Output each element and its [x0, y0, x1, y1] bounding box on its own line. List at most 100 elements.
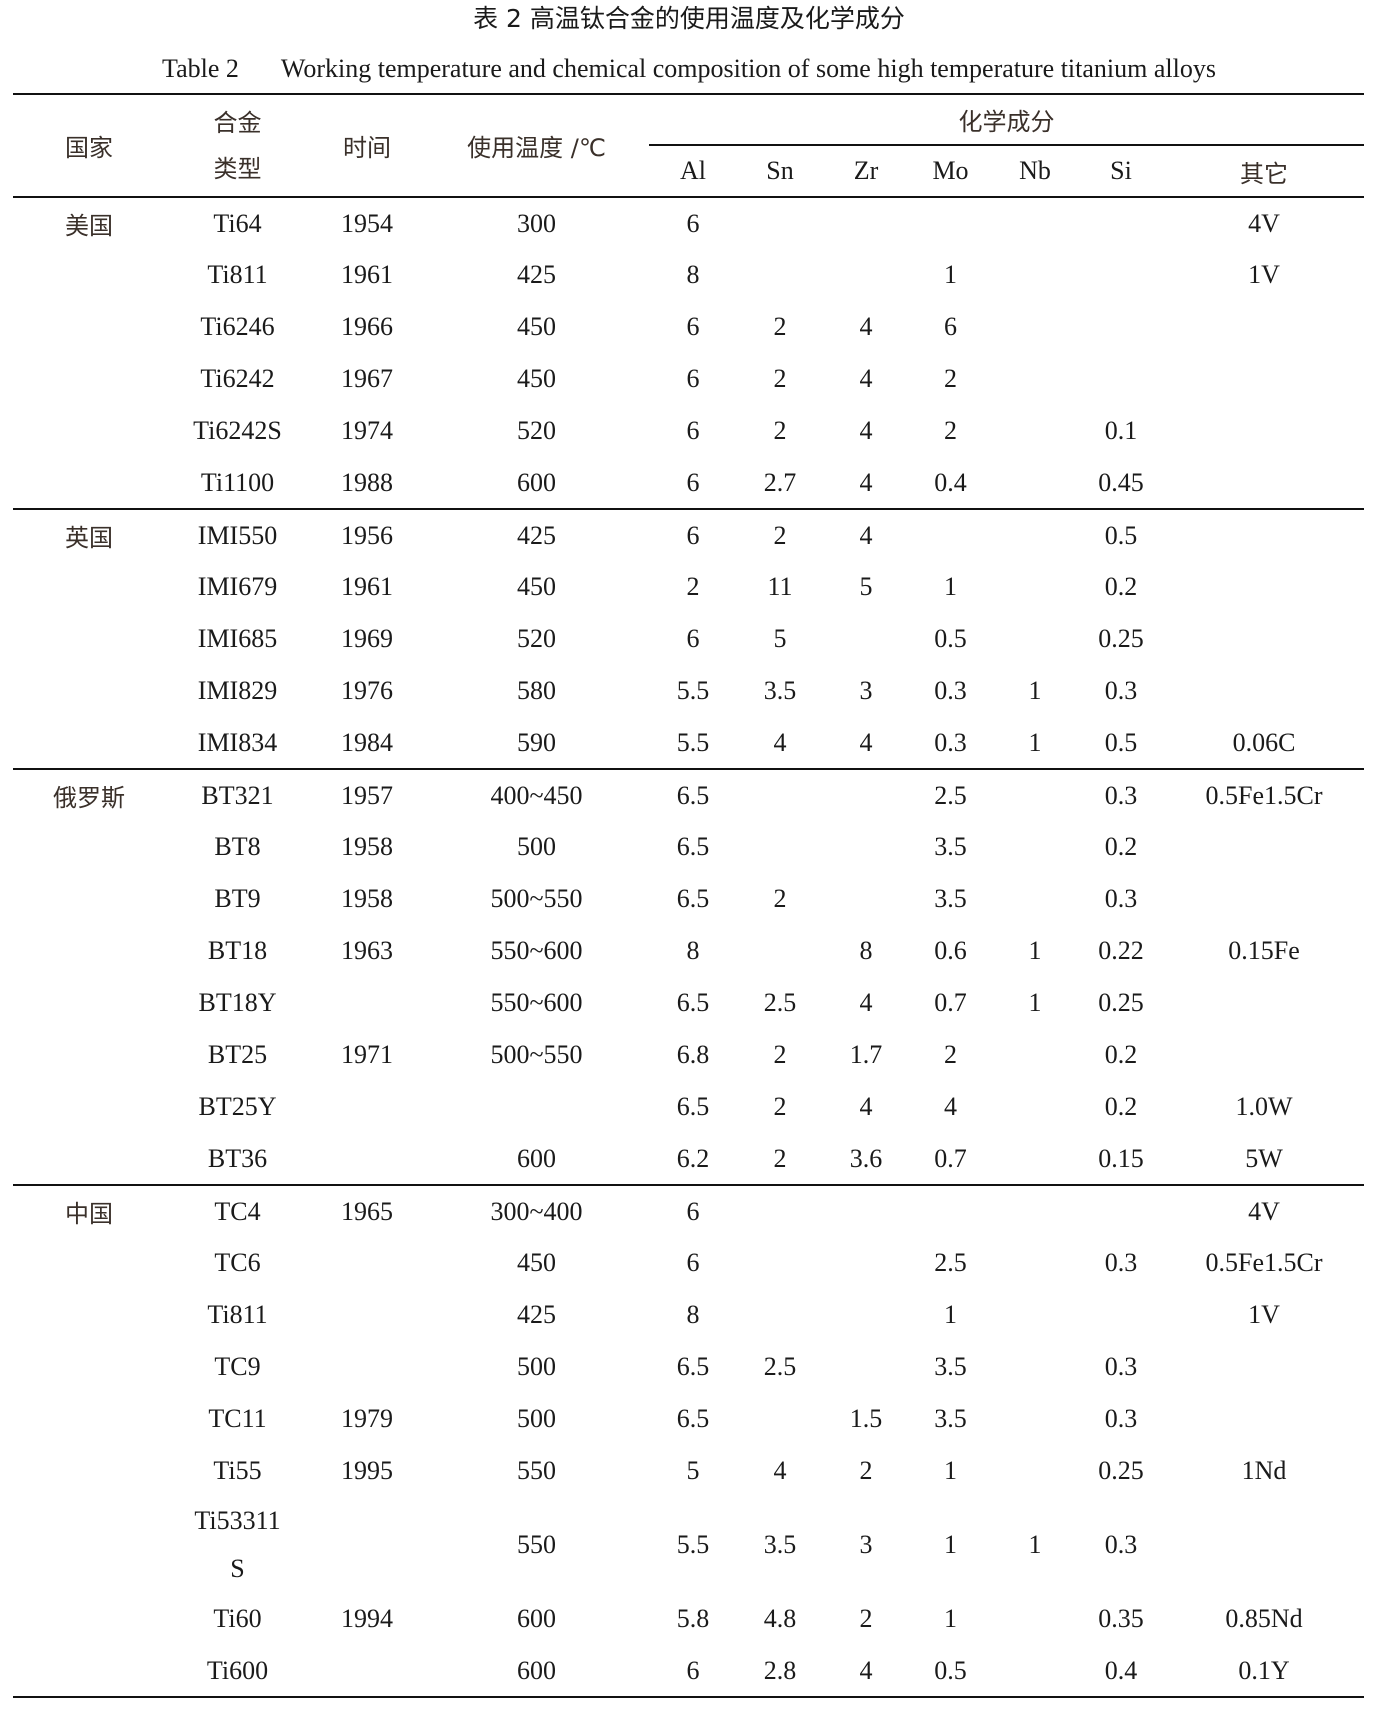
cell-time: 1958 [341, 832, 393, 861]
cell-mo: 2 [944, 1040, 957, 1069]
cell-alloy-type: Ti1100 [165, 457, 310, 509]
cell-temperature: 600 [517, 467, 556, 497]
cell-alloy-type: BT18Y [165, 977, 310, 1029]
alloy-name: IMI679 [197, 572, 278, 601]
cell-zr [823, 768, 909, 821]
table-body: 美国 Ti64 1954 300 6 4V Ti811 1961 425 8 1 1V Ti6246 19… [13, 196, 1365, 1698]
cell-si: 0.2 [1104, 1040, 1138, 1069]
cell-temperature [424, 1081, 649, 1133]
cell-si: 0.2 [1104, 832, 1138, 861]
cell-nb [992, 1133, 1078, 1185]
cell-other: 1.0W [1235, 1092, 1293, 1121]
cell-si: 0.15 [1098, 1143, 1144, 1173]
cell-mo: 1 [944, 1456, 957, 1485]
cell-nb [992, 1341, 1078, 1393]
cell-sn [737, 249, 823, 301]
table-row: BT9 1958 500~550 6.5 2 3.5 0.3 [13, 873, 1364, 925]
cell-si [1078, 1184, 1164, 1237]
header-time: 时间 [343, 134, 391, 162]
cell-country [13, 1593, 165, 1645]
cell-mo: 0.7 [934, 988, 967, 1017]
cell-alloy-type: TC6 [165, 1237, 310, 1289]
cell-temperature: 550 [517, 1530, 556, 1559]
cell-mo: 2 [944, 416, 957, 445]
cell-alloy-type: Ti55 [165, 1445, 310, 1497]
header-alloy-type-line1: 合金 [213, 108, 262, 137]
cell-other: 1V [1248, 1300, 1280, 1329]
cell-other [1164, 1497, 1364, 1593]
cell-temperature: 600 [517, 1143, 556, 1173]
cell-si: 0.1 [1104, 416, 1138, 445]
cell-time: 1984 [341, 727, 393, 757]
cell-alloy-type: Ti60 [165, 1593, 310, 1645]
cell-alloy-type: Ti811 [165, 249, 310, 301]
cell-time [310, 1289, 424, 1341]
cell-sn: 4 [773, 727, 787, 757]
cell-sn [737, 196, 823, 249]
cell-time: 1969 [341, 624, 393, 653]
cell-other: 1Nd [1241, 1456, 1287, 1485]
table-row: BT36 600 6.2 2 3.6 0.7 0.15 5W [13, 1133, 1364, 1185]
alloy-name: BT25Y [198, 1092, 277, 1121]
cell-temperature: 500 [517, 1404, 556, 1433]
cell-sn: 4.8 [763, 1604, 797, 1633]
cell-sn: 2 [773, 364, 787, 393]
cell-sn: 2 [773, 1040, 787, 1069]
cell-al: 6.5 [676, 884, 710, 913]
cell-alloy-type: Ti64 [165, 196, 310, 249]
cell-nb [992, 561, 1078, 613]
cell-al: 6 [649, 196, 737, 249]
table-row: TC9 500 6.5 2.5 3.5 0.3 [13, 1341, 1364, 1393]
cell-zr [823, 873, 909, 925]
cell-zr: 4 [859, 467, 873, 497]
cell-temperature: 500~550 [490, 1040, 583, 1069]
cell-country [13, 353, 165, 405]
cell-nb [992, 249, 1078, 301]
cell-time: 1988 [341, 467, 393, 497]
cell-country [13, 977, 165, 1029]
cell-al: 6.5 [676, 832, 710, 861]
cell-zr [823, 1184, 909, 1237]
cell-nb: 1 [1028, 727, 1042, 757]
header-country: 国家 [65, 134, 113, 162]
cell-alloy-type: Ti811 [165, 1289, 310, 1341]
cell-country [13, 665, 165, 717]
cell-zr: 4 [859, 988, 873, 1017]
cell-time: 1976 [341, 676, 393, 705]
cell-sn [737, 821, 823, 873]
cell-mo: 2 [944, 364, 957, 393]
cell-zr: 3 [859, 676, 873, 705]
cell-si: 0.5 [1104, 727, 1138, 757]
cell-al: 6 [649, 508, 737, 561]
alloy-name: BT8 [214, 832, 261, 861]
cell-other: 0.1Y [1164, 1645, 1365, 1698]
cell-zr [823, 249, 909, 301]
header-element-nb: Nb [1019, 156, 1051, 185]
alloy-name: Ti1100 [200, 467, 275, 497]
cell-mo: 0.5 [934, 624, 967, 653]
cell-nb [992, 821, 1078, 873]
cell-time: 1961 [341, 572, 393, 601]
cell-mo: 0.3 [934, 676, 967, 705]
cell-sn: 2 [773, 312, 787, 341]
cell-temperature: 550 [517, 1456, 556, 1485]
cell-al: 5.8 [676, 1604, 710, 1633]
cell-si: 0.3 [1104, 1248, 1138, 1277]
cell-al: 6.5 [676, 1404, 710, 1433]
table-title-chinese: 表 2 高温钛合金的使用温度及化学成分 [473, 4, 905, 33]
cell-nb [992, 353, 1078, 405]
cell-other [1164, 561, 1364, 613]
cell-nb: 1 [1028, 676, 1042, 705]
cell-alloy-type: TC9 [165, 1341, 310, 1393]
alloy-name: TC6 [214, 1248, 261, 1277]
cell-temperature: 450 [517, 1248, 556, 1277]
cell-al: 6 [686, 312, 700, 341]
cell-other: 4V [1164, 196, 1365, 249]
cell-sn: 2 [773, 1143, 787, 1173]
cell-alloy-type: BT321 [165, 768, 310, 821]
cell-time: 1967 [341, 364, 393, 393]
alloy-name: Ti811 [207, 260, 268, 289]
alloy-name: Ti55 [213, 1456, 262, 1485]
cell-al: 6.8 [676, 1040, 710, 1069]
cell-zr [823, 1289, 909, 1341]
